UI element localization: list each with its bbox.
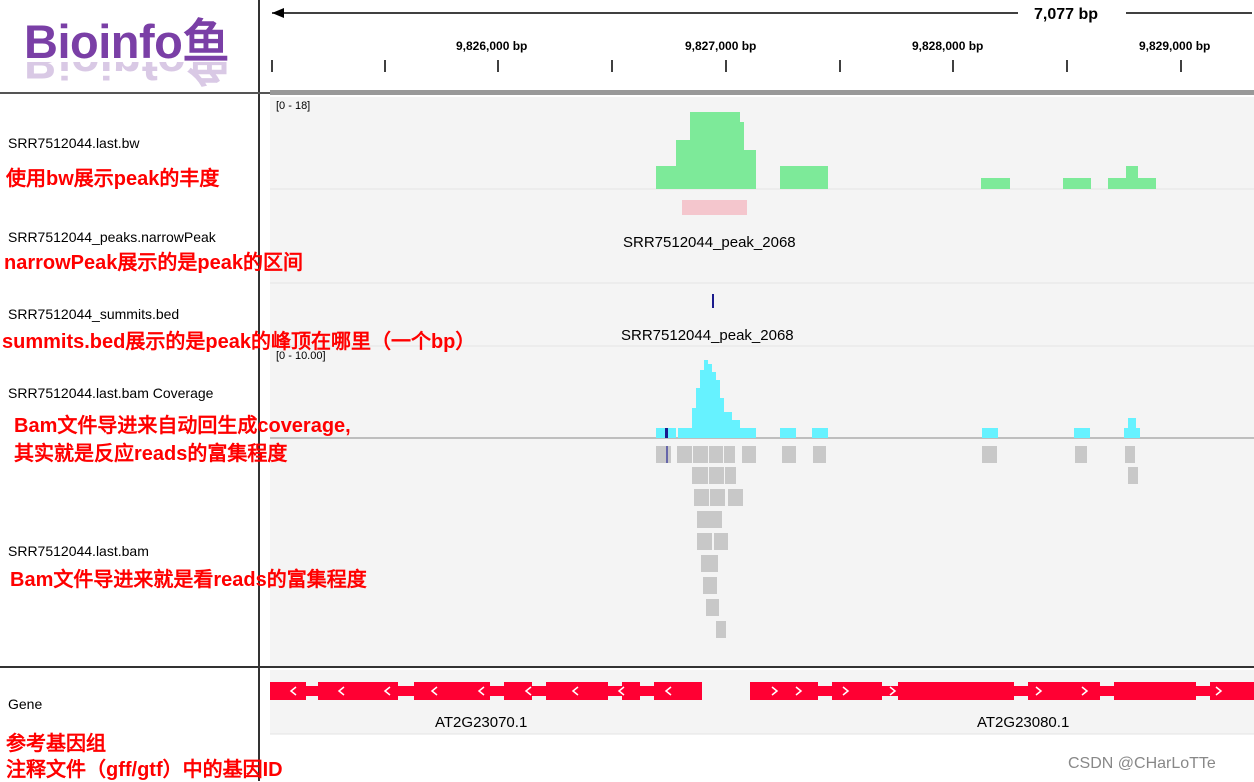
bioinfo-logo: Bioinfo鱼 <box>24 15 229 68</box>
ruler-tick-label: 9,828,000 bp <box>912 39 984 53</box>
gene-features <box>270 682 1254 700</box>
ruler-ticks <box>271 60 1182 72</box>
track-name-bam[interactable]: SRR7512044.last.bam <box>8 543 149 559</box>
track-name-coverage[interactable]: SRR7512044.last.bam Coverage <box>8 385 214 401</box>
gene-label-at2g23070: AT2G23070.1 <box>435 714 528 731</box>
bw-signal <box>656 112 1156 189</box>
data-panel-bg <box>270 97 1254 667</box>
name-panel-divider <box>258 0 260 781</box>
ruler-tick-label: 9,827,000 bp <box>685 39 757 53</box>
coverage-summit-mark <box>665 428 668 438</box>
summit-feature <box>712 294 714 308</box>
ruler-baseline <box>270 90 1254 95</box>
gene-strand-arrows <box>289 686 1223 696</box>
coverage-data-range: [0 - 10.00] <box>276 350 326 362</box>
annotation-coverage-line2: 其实就是反应reads的富集程度 <box>14 443 288 465</box>
span-arrow-left-icon <box>272 8 284 18</box>
bam-summit-mark <box>666 446 668 463</box>
gene-label-at2g23080: AT2G23080.1 <box>977 714 1070 731</box>
annotation-narrowpeak: narrowPeak展示的是peak的区间 <box>4 252 303 274</box>
track-name-gene[interactable]: Gene <box>8 696 43 712</box>
ruler-tick-label: 9,829,000 bp <box>1139 39 1211 53</box>
ruler-span-label: 7,077 bp <box>1034 6 1099 23</box>
track-name-narrowpeak[interactable]: SRR7512044_peaks.narrowPeak <box>8 229 216 245</box>
gene-thin-segments <box>306 682 1210 700</box>
annotation-coverage-line1: Bam文件导进来自动回生成coverage, <box>14 415 351 437</box>
annotation-summits: summits.bed展示的是peak的峰顶在哪里（一个bp） <box>2 331 476 353</box>
track-name-bw[interactable]: SRR7512044.last.bw <box>8 135 140 151</box>
summit-feature-label: SRR7512044_peak_2068 <box>621 327 794 344</box>
ruler-tick-label: 9,826,000 bp <box>456 39 528 53</box>
narrowpeak-feature-label: SRR7512044_peak_2068 <box>623 234 796 251</box>
coverage-signal <box>656 360 1140 438</box>
annotation-bw: 使用bw展示peak的丰度 <box>6 168 220 190</box>
feature-panel-divider <box>0 666 1254 668</box>
annotation-bam: Bam文件导进来就是看reads的富集程度 <box>10 569 367 591</box>
ruler-span: 7,077 bp <box>1030 4 1103 24</box>
track-name-summits[interactable]: SRR7512044_summits.bed <box>8 306 180 322</box>
gene-panel-bg <box>270 670 1254 734</box>
annotation-gene-line1: 参考基因组 <box>6 733 106 755</box>
csdn-watermark: CSDN @CHarLoTTe <box>1068 755 1216 772</box>
narrowpeak-feature <box>682 200 747 215</box>
bw-data-range: [0 - 18] <box>276 100 311 112</box>
annotation-gene-line2: 注释文件（gff/gtf）中的基因ID <box>6 759 283 781</box>
